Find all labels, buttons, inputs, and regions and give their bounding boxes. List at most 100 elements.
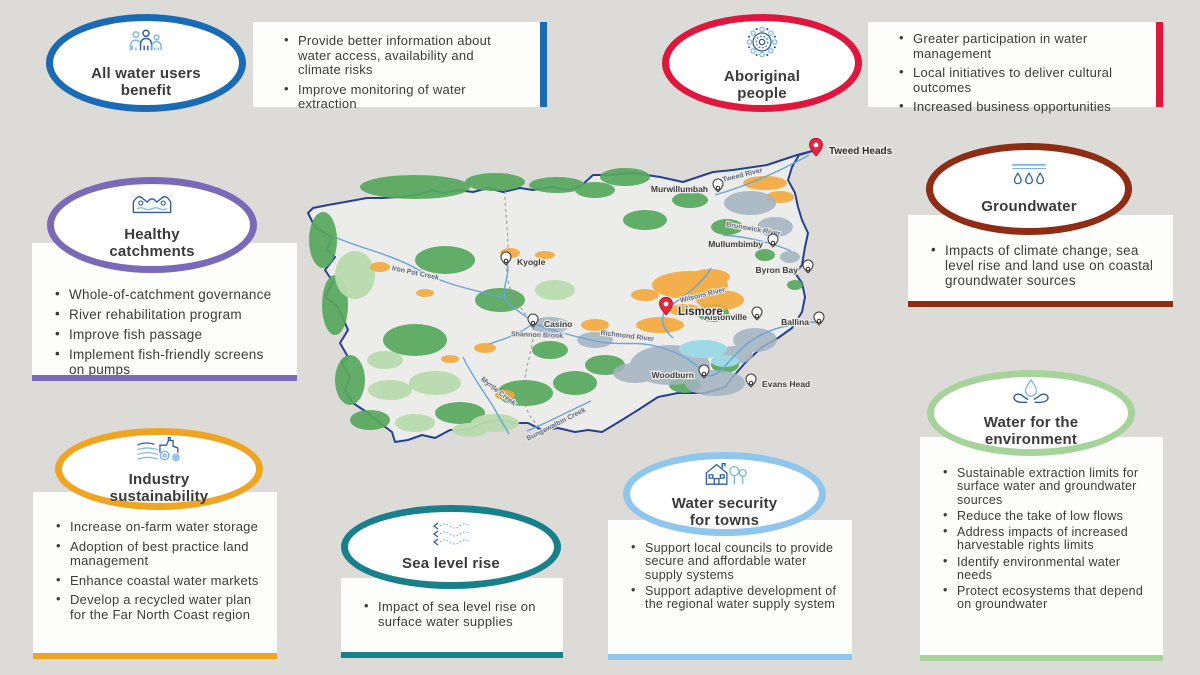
bullet-item: Improve monitoring of water extraction (281, 82, 509, 112)
bullet-item: Enhance coastal water markets (53, 573, 263, 589)
svg-text:Lismore: Lismore (678, 306, 723, 318)
catchment-map: Tweed River Brunswick River Wilsons Rive… (295, 135, 894, 485)
waves-icon (429, 521, 473, 552)
catchment-icon (129, 190, 175, 223)
major-town-markers: Tweed Heads Lismore (659, 137, 894, 319)
badge-healthy-catchments: Healthy catchments (47, 177, 257, 273)
bullet-item: Improve fish passage (52, 326, 283, 342)
badge-title: All water users benefit (91, 64, 201, 99)
badge-title: Groundwater (981, 198, 1077, 216)
groundwater-icon (1006, 162, 1052, 195)
accent-bar (1156, 22, 1163, 107)
aboriginal-meeting-place-icon (742, 24, 782, 65)
bullet-item: Protect ecosystems that depend on ground… (940, 584, 1149, 612)
badge-industry-sustainability: Industry sustainability (55, 428, 263, 510)
badge-title: Sea level rise (402, 555, 500, 573)
svg-text:Murwillumbah: Murwillumbah (651, 184, 708, 194)
bullet-item: Greater participation in water managemen… (896, 31, 1125, 61)
badge-title: Water for the environment (983, 413, 1079, 448)
map-pin-ballina (813, 311, 825, 326)
accent-bar (608, 654, 852, 660)
map-pin-kyogle (500, 251, 512, 266)
iron-pot-creek-line (336, 237, 507, 300)
town-labels: Murwillumbah Mullumbimby Byron Bay Balli… (516, 183, 812, 390)
town-markers (500, 178, 825, 388)
panel-aboriginal-people: Greater participation in water managemen… (868, 22, 1163, 114)
people-icon (124, 27, 168, 62)
accent-bar (33, 653, 277, 659)
light-forest-patches (335, 251, 575, 437)
bullet-item: Implement fish-friendly screens on pumps (52, 346, 283, 377)
bullet-list: Increase on-farm water storage Adoption … (53, 519, 263, 622)
map-pin-byron-bay (802, 259, 814, 274)
bullet-item: Impacts of climate change, sea level ris… (928, 242, 1159, 288)
accent-bar (540, 22, 547, 107)
badge-water-environment: Water for the environment (927, 370, 1135, 456)
badge-aboriginal-people: Aboriginal people (662, 14, 862, 112)
svg-text:Alstonville: Alstonville (704, 312, 747, 322)
svg-text:Kyogle: Kyogle (517, 257, 546, 267)
myrtle-creek-line (462, 356, 510, 435)
accent-bar (32, 375, 297, 381)
bullet-list: Provide better information about water a… (281, 33, 509, 112)
map-pin-evans-head (745, 373, 757, 388)
panel-industry-sustainability: Increase on-farm water storage Adoption … (33, 492, 277, 659)
map-pin-tweed-heads (809, 137, 823, 157)
bullet-list: Impacts of climate change, sea level ris… (928, 242, 1159, 288)
accent-bar (920, 655, 1163, 661)
bullet-item: Local initiatives to deliver cultural ou… (896, 65, 1125, 95)
bullet-list: Sustainable extraction limits for surfac… (940, 466, 1149, 612)
badge-groundwater: Groundwater (926, 143, 1132, 235)
svg-text:Shannon Brook: Shannon Brook (511, 331, 563, 340)
bullet-item: Support adaptive development of the regi… (628, 584, 838, 612)
bullet-list: Greater participation in water managemen… (896, 31, 1125, 115)
brunswick-river-line (722, 234, 792, 252)
badge-all-water-users: All water users benefit (46, 14, 246, 112)
panel-sea-level-rise: Impact of sea level rise on surface wate… (341, 578, 563, 658)
badge-sea-level-rise: Sea level rise (341, 505, 561, 589)
svg-text:Casino: Casino (544, 319, 572, 329)
hands-water-icon (1009, 378, 1053, 411)
tractor-icon (135, 433, 183, 468)
bullet-item: Address impacts of increased harvestable… (940, 525, 1149, 553)
map-pin-mullumbimby (767, 233, 779, 248)
svg-text:Mullumbimby: Mullumbimby (708, 239, 763, 249)
badge-title: Water security for towns (671, 494, 778, 529)
bungawalbin-creek-line (526, 400, 592, 432)
map-pin-woodburn (698, 364, 710, 379)
bullet-item: Adoption of best practice land managemen… (53, 539, 263, 569)
bullet-item: Support local councils to provide secure… (628, 541, 838, 582)
badge-title: Industry sustainability (109, 470, 209, 505)
bullet-item: Develop a recycled water plan for the Fa… (53, 592, 263, 622)
town-icon (701, 459, 749, 492)
agriculture-patches (370, 176, 794, 400)
accent-bar (908, 301, 1173, 307)
bullet-item: Increase on-farm water storage (53, 519, 263, 535)
richmond-river-line (503, 261, 817, 377)
panel-water-environment: Sustainable extraction limits for surfac… (920, 437, 1163, 661)
bullet-item: River rehabilitation program (52, 306, 283, 322)
map-pin-murwillumbah (712, 178, 724, 193)
svg-text:Tweed Heads: Tweed Heads (829, 146, 893, 157)
bullet-list: Whole-of-catchment governance River reha… (52, 286, 283, 378)
map-pin-alstonville (751, 306, 763, 321)
tweed-river-line (714, 154, 810, 196)
bullet-list: Support local councils to provide secure… (628, 541, 838, 612)
accent-bar (341, 652, 563, 658)
panel-all-water-users: Provide better information about water a… (253, 22, 547, 111)
map-pin-lismore (659, 296, 673, 316)
shannon-brook-line (488, 324, 532, 345)
bullet-item: Whole-of-catchment governance (52, 286, 283, 302)
svg-text:Byron Bay: Byron Bay (755, 265, 798, 275)
map-pin-casino (527, 313, 539, 328)
bullet-item: Identify environmental water needs (940, 555, 1149, 583)
bullet-list: Impact of sea level rise on surface wate… (361, 599, 549, 629)
badge-title: Healthy catchments (109, 225, 195, 260)
svg-text:Woodburn: Woodburn (652, 370, 694, 380)
svg-text:Evans Head: Evans Head (762, 379, 810, 389)
bullet-item: Sustainable extraction limits for surfac… (940, 466, 1149, 507)
map-svg: Tweed River Brunswick River Wilsons Rive… (307, 137, 894, 444)
badge-water-security-towns: Water security for towns (623, 452, 826, 536)
bullet-item: Impact of sea level rise on surface wate… (361, 599, 549, 629)
